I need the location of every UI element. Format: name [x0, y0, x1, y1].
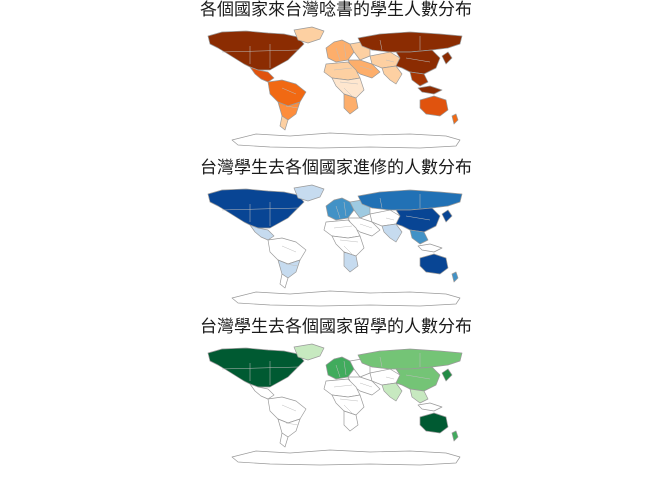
- region-africa-mid: [331, 77, 365, 99]
- country-border: [281, 404, 297, 412]
- country-border: [343, 87, 353, 97]
- country-border: [339, 81, 359, 85]
- country-border: [285, 263, 299, 267]
- region-europe-west: [325, 356, 355, 380]
- country-border: [359, 382, 373, 388]
- region-japan: [441, 209, 453, 223]
- country-border: [343, 245, 353, 255]
- country-border: [285, 105, 299, 109]
- country-border: [335, 47, 341, 61]
- country-border: [221, 49, 299, 53]
- region-africa-south: [343, 251, 359, 273]
- country-border: [385, 59, 395, 63]
- region-europe-west: [325, 39, 355, 63]
- choropleth-map-2: [207, 184, 463, 307]
- country-border: [343, 360, 347, 376]
- region-australia: [419, 95, 449, 117]
- country-border: [405, 57, 431, 63]
- country-border: [221, 366, 299, 370]
- country-border: [385, 217, 395, 221]
- region-se-asia: [409, 388, 429, 404]
- region-china: [395, 49, 441, 75]
- region-antarctica: [231, 132, 461, 149]
- country-border: [339, 239, 359, 243]
- country-border: [405, 215, 431, 221]
- map-title-3: 台灣學生去各個國家留學的人數分布: [200, 317, 472, 337]
- region-south-america-south: [279, 273, 289, 289]
- region-central-asia: [369, 368, 401, 386]
- region-new-zealand: [451, 430, 459, 442]
- country-border: [333, 67, 353, 71]
- region-australia: [419, 253, 449, 275]
- region-south-america-south: [279, 115, 289, 131]
- country-border: [385, 376, 395, 380]
- country-border: [379, 197, 383, 209]
- region-europe-west: [325, 197, 355, 221]
- region-india: [381, 382, 403, 402]
- country-border: [333, 225, 353, 229]
- country-border: [359, 65, 373, 71]
- region-africa-mid: [331, 235, 365, 257]
- region-indonesia: [417, 85, 443, 95]
- region-russia: [357, 31, 463, 53]
- country-border: [343, 404, 353, 414]
- region-australia: [419, 412, 449, 434]
- country-border: [281, 87, 297, 95]
- region-africa-south: [343, 93, 359, 115]
- choropleth-map-1: [207, 26, 463, 149]
- region-china: [395, 207, 441, 233]
- region-india: [381, 65, 403, 85]
- choropleth-map-3: [207, 343, 463, 466]
- country-border: [281, 245, 297, 253]
- map-title-2: 台灣學生去各個國家進修的人數分布: [200, 158, 472, 178]
- country-border: [221, 207, 299, 211]
- region-central-america: [249, 383, 275, 400]
- region-russia: [357, 189, 463, 211]
- country-border: [335, 205, 341, 219]
- region-india: [381, 223, 403, 243]
- country-border: [339, 398, 359, 402]
- region-new-zealand: [451, 113, 459, 125]
- region-north-america: [207, 188, 305, 229]
- country-border: [333, 384, 353, 388]
- region-indonesia: [417, 243, 443, 253]
- region-central-america: [249, 66, 275, 83]
- region-greenland: [293, 343, 325, 361]
- region-africa-south: [343, 410, 359, 432]
- country-border: [379, 356, 383, 368]
- region-central-asia: [369, 209, 401, 227]
- region-russia: [357, 348, 463, 370]
- map-title-1: 各個國家來台灣唸書的學生人數分布: [200, 0, 472, 20]
- country-border: [379, 39, 383, 51]
- country-border: [359, 223, 373, 229]
- country-border: [285, 422, 299, 426]
- region-se-asia: [409, 229, 429, 245]
- region-china: [395, 366, 441, 392]
- country-border: [343, 43, 347, 59]
- region-south-america-south: [279, 432, 289, 448]
- region-se-asia: [409, 71, 429, 87]
- region-indonesia: [417, 402, 443, 412]
- country-border: [405, 374, 431, 380]
- region-central-america: [249, 224, 275, 241]
- region-africa-mid: [331, 394, 365, 416]
- region-greenland: [293, 26, 325, 44]
- region-central-asia: [369, 51, 401, 69]
- region-antarctica: [231, 449, 461, 466]
- region-antarctica: [231, 290, 461, 307]
- region-north-america: [207, 30, 305, 71]
- region-greenland: [293, 184, 325, 202]
- region-japan: [441, 51, 453, 65]
- region-new-zealand: [451, 271, 459, 283]
- country-border: [343, 201, 347, 217]
- region-north-america: [207, 347, 305, 388]
- region-japan: [441, 368, 453, 382]
- country-border: [335, 364, 341, 378]
